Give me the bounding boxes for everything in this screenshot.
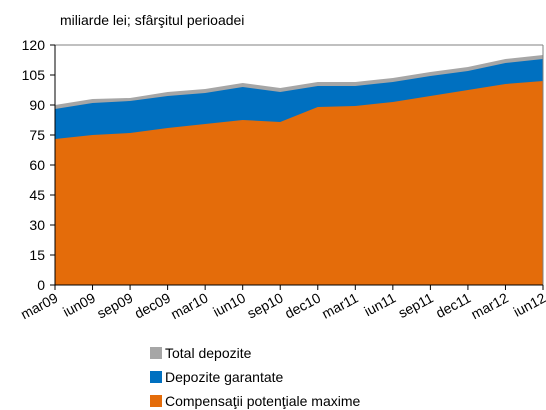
legend-label: Compensaţii potenţiale maxime xyxy=(165,393,361,409)
x-tick-label: iun12 xyxy=(511,289,546,319)
x-tick-label: iun10 xyxy=(210,289,248,319)
y-tick-label: 30 xyxy=(29,217,45,233)
y-tick-label: 90 xyxy=(29,97,45,113)
x-tick-label: sep10 xyxy=(244,289,285,321)
x-tick-label: dec11 xyxy=(433,289,473,321)
x-tick-label: dec10 xyxy=(282,289,323,321)
y-tick-label: 45 xyxy=(29,187,45,203)
x-tick-label: mar10 xyxy=(168,289,211,322)
x-tick-label: mar09 xyxy=(18,289,61,322)
chart-subtitle: miliarde lei; sfârşitul perioadei xyxy=(60,12,244,28)
legend-swatch xyxy=(150,371,162,383)
x-tick-label: sep11 xyxy=(396,289,436,321)
x-tick-label: mar11 xyxy=(319,289,361,321)
x-tick-label: mar12 xyxy=(468,289,511,322)
x-tick-label: sep09 xyxy=(94,289,135,321)
y-tick-label: 0 xyxy=(37,277,45,293)
legend-label: Depozite garantate xyxy=(165,369,284,385)
area xyxy=(55,81,543,285)
x-tick-label: dec09 xyxy=(132,289,173,321)
legend-swatch xyxy=(150,395,162,407)
y-tick-label: 120 xyxy=(22,37,46,53)
y-tick-label: 105 xyxy=(22,67,46,83)
legend-swatch xyxy=(150,347,162,359)
y-tick-label: 15 xyxy=(29,247,45,263)
x-tick-label: iun11 xyxy=(361,289,398,319)
y-tick-label: 60 xyxy=(29,157,45,173)
legend-label: Total depozite xyxy=(165,345,252,361)
y-tick-label: 75 xyxy=(29,127,45,143)
x-tick-label: iun09 xyxy=(60,289,98,319)
